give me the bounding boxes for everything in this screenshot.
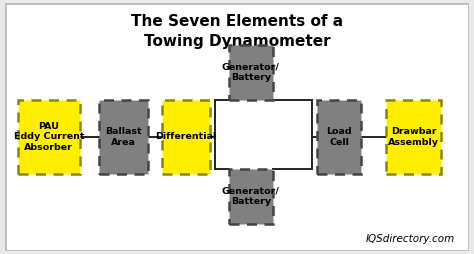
Text: Generator/
Battery: Generator/ Battery <box>222 62 280 82</box>
FancyBboxPatch shape <box>18 100 80 174</box>
Text: Towing Dynamometer: Towing Dynamometer <box>144 34 330 49</box>
Text: The Seven Elements of a: The Seven Elements of a <box>131 14 343 29</box>
FancyBboxPatch shape <box>162 100 210 174</box>
Text: Drawbar
Assembly: Drawbar Assembly <box>388 127 439 147</box>
Text: Differential: Differential <box>155 132 217 141</box>
FancyBboxPatch shape <box>99 100 147 174</box>
FancyBboxPatch shape <box>229 169 273 224</box>
FancyBboxPatch shape <box>386 100 441 174</box>
Text: Load
Cell: Load Cell <box>327 127 352 147</box>
FancyBboxPatch shape <box>229 45 273 100</box>
FancyBboxPatch shape <box>5 3 469 251</box>
Text: Ballast
Area: Ballast Area <box>105 127 142 147</box>
Text: IQSdirectory.com: IQSdirectory.com <box>366 234 456 244</box>
Text: Generator/
Battery: Generator/ Battery <box>222 187 280 207</box>
Text: PAU
Eddy Current
Absorber: PAU Eddy Current Absorber <box>14 122 84 152</box>
FancyBboxPatch shape <box>317 100 361 174</box>
